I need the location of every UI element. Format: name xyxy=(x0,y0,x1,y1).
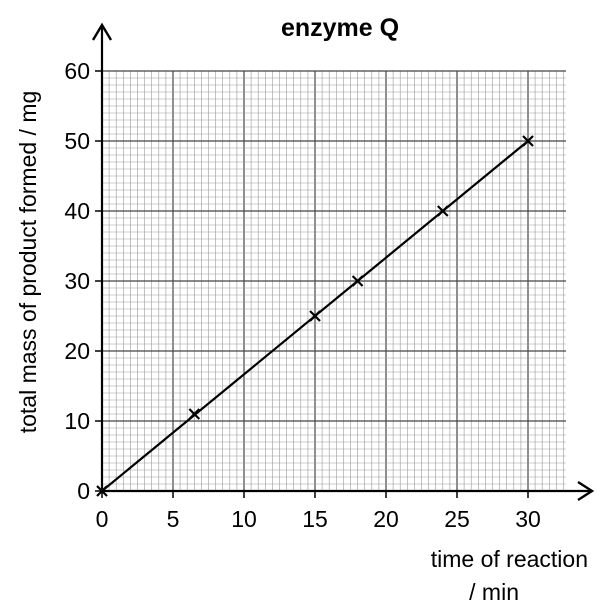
y-tick-label: 50 xyxy=(64,128,90,154)
x-tick-label: 15 xyxy=(302,506,328,532)
x-axis-unit: / min xyxy=(469,579,519,605)
x-axis-label: time of reaction xyxy=(431,546,588,572)
x-tick-label: 5 xyxy=(167,506,180,532)
data-point xyxy=(309,310,321,322)
axes xyxy=(91,22,595,502)
grid xyxy=(101,70,566,492)
y-axis-label: total mass of product formed / mg xyxy=(15,91,41,434)
y-tick-label: 0 xyxy=(77,478,90,504)
x-tick-label: 10 xyxy=(231,506,257,532)
x-tick-label: 30 xyxy=(515,506,541,532)
y-tick-label: 30 xyxy=(64,268,90,294)
chart-title: enzyme Q xyxy=(281,14,399,42)
data-point xyxy=(96,485,108,497)
y-tick-label: 20 xyxy=(64,338,90,364)
y-tick-label: 10 xyxy=(64,408,90,434)
y-tick-label: 40 xyxy=(64,198,90,224)
data-point xyxy=(351,275,364,287)
data-point xyxy=(188,408,201,420)
x-tick-label: 0 xyxy=(96,506,109,532)
data-points xyxy=(96,135,534,497)
data-point xyxy=(522,135,534,147)
data-point xyxy=(437,205,449,217)
x-tick-label: 25 xyxy=(444,506,470,532)
x-tick-label: 20 xyxy=(373,506,399,532)
x-axis-arrow xyxy=(577,480,595,502)
y-tick-label: 60 xyxy=(64,58,90,84)
tick-labels: 0 5 10 15 20 25 30 0 10 20 30 40 50 60 xyxy=(64,58,540,532)
y-axis-arrow xyxy=(91,22,113,41)
